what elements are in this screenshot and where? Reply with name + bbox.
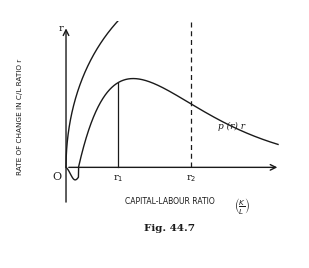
- Text: r$_1$: r$_1$: [113, 174, 123, 184]
- Text: r$_2$: r$_2$: [186, 174, 196, 184]
- Text: Fig. 44.7: Fig. 44.7: [144, 224, 196, 233]
- Text: r: r: [58, 24, 63, 34]
- Text: p (r) r: p (r) r: [218, 122, 245, 131]
- Text: CAPITAL-LABOUR RATIO: CAPITAL-LABOUR RATIO: [125, 197, 215, 206]
- Text: O: O: [53, 172, 62, 181]
- Text: $\left(\frac{K}{L}\right)$: $\left(\frac{K}{L}\right)$: [235, 196, 251, 216]
- Text: RATE OF CHANGE IN C/L RATIO r: RATE OF CHANGE IN C/L RATIO r: [17, 59, 23, 176]
